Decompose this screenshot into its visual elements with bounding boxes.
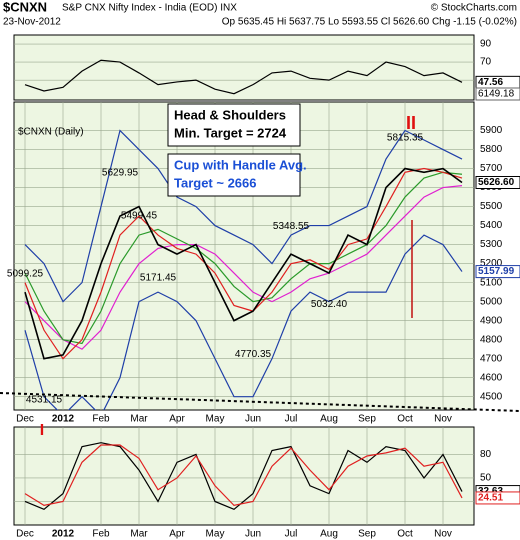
x-tick-label: 2012	[52, 414, 75, 425]
x-tick-label: Mar	[130, 414, 148, 425]
peak-label: 4531.15	[26, 394, 63, 405]
y-tick-label: 70	[480, 57, 492, 68]
x-tick-label: Apr	[169, 414, 185, 425]
box-text: Target ~ 2666	[174, 175, 257, 190]
series-line	[24, 442, 463, 511]
y-tick-label: 5500	[480, 201, 503, 212]
y-tick-label: 5200	[480, 258, 503, 269]
y-tick-label: 5700	[480, 163, 503, 174]
x-tick-label: Aug	[320, 414, 338, 425]
x-tick-label: Dec	[16, 529, 34, 540]
extra-label-box	[475, 87, 520, 101]
x-tick-label: Feb	[92, 414, 110, 425]
wave-marker: I	[40, 422, 44, 439]
x-tick-label: Sep	[358, 529, 376, 540]
x-tick-label: Aug	[320, 529, 338, 540]
series-group	[24, 442, 463, 511]
y-tick-label: 4700	[480, 353, 503, 364]
x-tick-label: Nov	[434, 414, 452, 425]
extra-label: 6149.18	[478, 89, 515, 100]
symbol: $CNXN	[3, 0, 47, 14]
y-tick-label: 90	[480, 39, 492, 50]
y-tick-label: 4800	[480, 334, 503, 345]
x-tick-label: Dec	[16, 414, 34, 425]
series-line	[24, 444, 463, 507]
box-text: Head & Shoulders	[174, 107, 286, 122]
x-tick-label: Nov	[434, 529, 452, 540]
peak-label: 5815.35	[387, 132, 424, 143]
y-tick-label: 5400	[480, 220, 503, 231]
quote: Op 5635.45 Hi 5637.75 Lo 5593.55 Cl 5626…	[222, 17, 517, 28]
series-line	[24, 167, 463, 360]
y-tick-label: 5100	[480, 277, 503, 288]
peak-label: 5499.45	[121, 210, 158, 221]
y-tick-label: 5300	[480, 239, 503, 250]
index-name: S&P CNX Nifty Index - India (EOD) INX	[62, 3, 237, 14]
y-tick-label: 5900	[480, 125, 503, 136]
y-tick-label: 4500	[480, 391, 503, 402]
x-tick-label: May	[206, 414, 225, 425]
x-tick-label: Jun	[245, 414, 261, 425]
series-line	[24, 129, 463, 303]
x-tick-label: Mar	[130, 529, 148, 540]
x-tick-label: Oct	[397, 529, 413, 540]
plot-area	[13, 426, 475, 526]
last-value-label: 47.56	[478, 77, 503, 88]
x-tick-label: Feb	[92, 529, 110, 540]
series-line	[24, 234, 463, 410]
x-tick-label: Jun	[245, 529, 261, 540]
y-tick-label: 5000	[480, 296, 503, 307]
peak-label: 5032.40	[311, 299, 348, 310]
credit: © StockCharts.com	[431, 3, 517, 14]
y-tick-label: 80	[480, 449, 492, 460]
box-text: Cup with Handle Avg.	[174, 157, 307, 172]
x-tick-label: May	[206, 529, 225, 540]
series-group	[24, 129, 463, 410]
text-box	[167, 103, 301, 147]
date: 23-Nov-2012	[3, 17, 61, 28]
peak-label: 5348.55	[273, 221, 310, 232]
last-value-box	[475, 265, 520, 279]
series-line	[24, 167, 463, 360]
last-value-box	[475, 175, 520, 189]
x-tick-label: Jul	[285, 529, 298, 540]
x-tick-label: Sep	[358, 414, 376, 425]
x-tick-label: Oct	[397, 414, 413, 425]
last-value-label: 5157.99	[478, 266, 515, 277]
last-value-label: 5626.60	[478, 177, 515, 188]
last-value-label: 24.51	[478, 493, 503, 504]
series-line	[24, 171, 463, 345]
text-box	[167, 153, 301, 197]
peak-label: 4770.35	[235, 349, 272, 360]
y-tick-label: 4600	[480, 372, 503, 383]
y-tick-label: 5800	[480, 144, 503, 155]
series-group	[24, 59, 463, 95]
wave-marker: II	[406, 113, 416, 133]
peak-label: 5171.45	[140, 273, 177, 284]
plot-area	[13, 34, 475, 101]
y-tick-label: 4900	[480, 315, 503, 326]
box-text: Min. Target = 2724	[174, 125, 287, 140]
neckline	[0, 392, 520, 412]
y-tick-label: 50	[480, 473, 492, 484]
peak-label: 5099.25	[7, 268, 44, 279]
x-tick-label: Jul	[285, 414, 298, 425]
x-tick-label: Apr	[169, 529, 185, 540]
panel-title: $CNXN (Daily)	[18, 127, 84, 138]
peak-label: 5629.95	[102, 168, 139, 179]
x-tick-label: 2012	[52, 529, 75, 540]
series-line	[24, 59, 463, 95]
last-value-box	[475, 491, 520, 505]
series-line	[24, 185, 463, 350]
